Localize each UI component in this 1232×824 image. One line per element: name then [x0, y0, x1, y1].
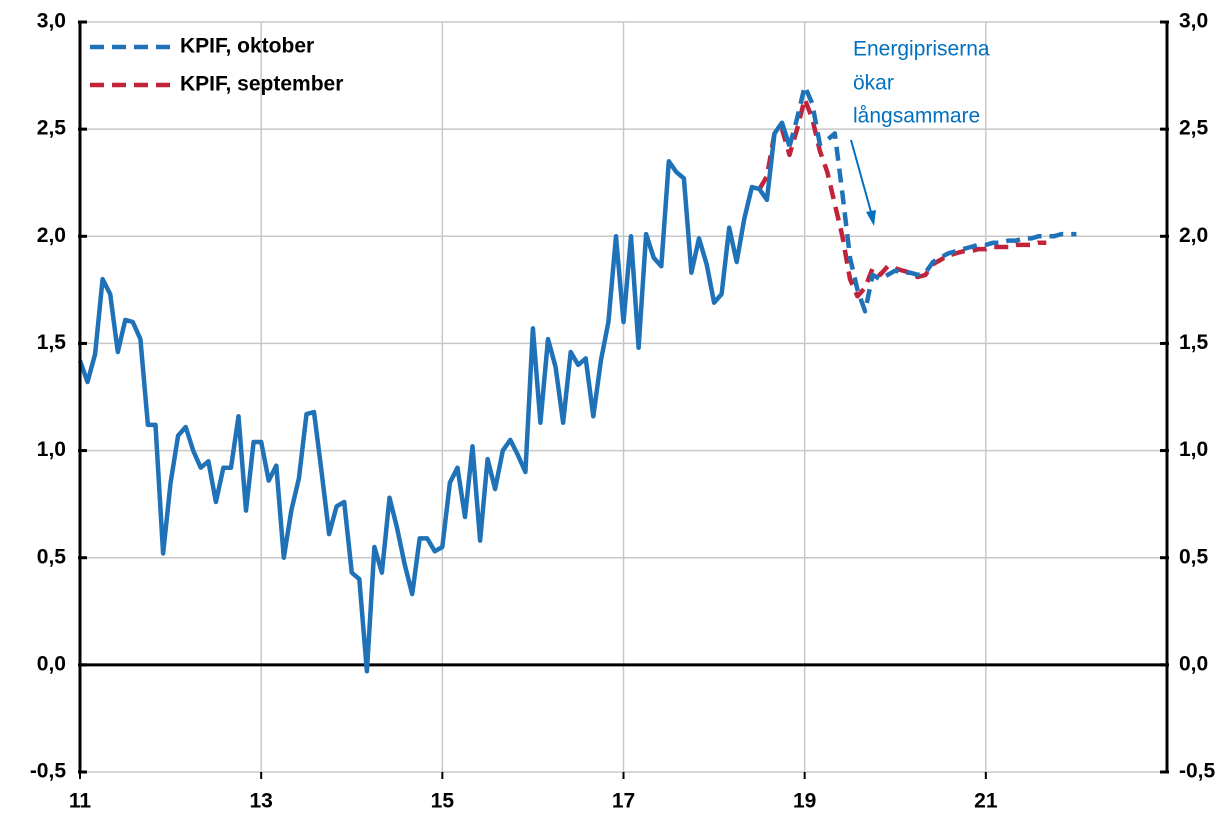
y2-tick-label: 2,0: [1179, 224, 1208, 247]
legend-label: KPIF, september: [180, 73, 343, 96]
y-tick-label: 2,5: [37, 117, 67, 140]
y2-tick-label: 1,5: [1179, 331, 1209, 354]
y2-tick-label: 0,0: [1179, 652, 1208, 675]
x-tick-label: 21: [974, 790, 998, 813]
x-tick-label: 15: [431, 790, 455, 813]
y-tick-label: -0,5: [30, 760, 67, 783]
legend-label: KPIF, oktober: [180, 35, 314, 58]
grid: [79, 21, 1167, 773]
y-tick-label: 1,0: [37, 438, 66, 461]
series-line: [77, 120, 792, 674]
annotation: långsammare: [853, 105, 980, 128]
y2-tick-label: 3,0: [1179, 10, 1208, 33]
axes: 11 13 15 17 19 21 -0,5 -0,5 0,0 0,0 0,5 0,5 1,0 1,0 1,…: [30, 10, 1216, 813]
y-tick-label: 1,5: [37, 331, 67, 354]
y-tick-label: 3,0: [37, 10, 66, 33]
annotation: ökar: [853, 72, 894, 95]
x-tick-label: 19: [793, 790, 816, 813]
lines: [77, 84, 1077, 674]
legend: KPIF, oktober KPIF, september: [90, 35, 343, 96]
series-line: [757, 96, 1047, 299]
annotation: Energipriserna: [853, 38, 990, 61]
y2-tick-label: 2,5: [1179, 117, 1209, 140]
x-tick-label: 17: [612, 790, 635, 813]
y-tick-label: 0,5: [37, 545, 67, 568]
y2-tick-label: 1,0: [1179, 438, 1208, 461]
y2-tick-label: 0,5: [1179, 545, 1209, 568]
x-tick-label: 13: [249, 790, 272, 813]
y-tick-label: 0,0: [37, 652, 66, 675]
y2-tick-label: -0,5: [1179, 760, 1216, 783]
series-line: [787, 84, 1077, 314]
annotation-arrow: [850, 139, 872, 213]
y-tick-label: 2,0: [37, 224, 66, 247]
x-tick-label: 11: [69, 790, 92, 813]
arrow-head: [866, 210, 876, 226]
